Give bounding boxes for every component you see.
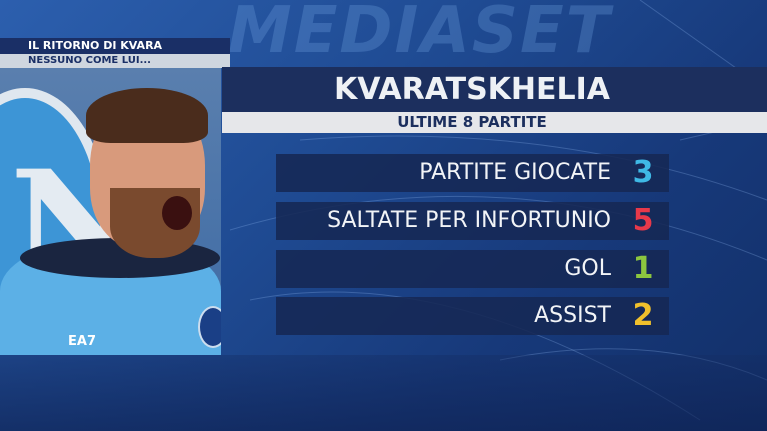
player-photo: N EA7 [0,68,221,355]
stat-row: SALTATE PER INFORTUNIO 5 [276,202,669,240]
stat-label: SALTATE PER INFORTUNIO [327,208,611,233]
header-title: IL RITORNO DI KVARA [0,38,230,54]
stat-label: PARTITE GIOCATE [419,160,611,185]
stat-value: 2 [632,298,654,333]
stat-value: 1 [632,251,654,286]
stat-value: 5 [632,203,654,238]
club-badge-icon [198,306,221,348]
stat-row: PARTITE GIOCATE 3 [276,154,669,192]
stat-row: GOL 1 [276,250,669,288]
player-name: KVARATSKHELIA [333,72,611,107]
title-band [222,67,767,112]
panel-subtitle: ULTIME 8 PARTITE [397,113,547,131]
shirt-sponsor: EA7 [68,334,96,349]
header-subtitle: NESSUNO COME LUI... [0,54,230,68]
stat-value: 3 [632,155,654,190]
stat-label: GOL [564,256,611,281]
stat-label: ASSIST [534,303,611,328]
stat-row: ASSIST 2 [276,297,669,335]
mediaset-watermark: MEDIASET [228,0,612,68]
bottom-band [0,355,767,431]
subtitle-band [222,112,767,133]
